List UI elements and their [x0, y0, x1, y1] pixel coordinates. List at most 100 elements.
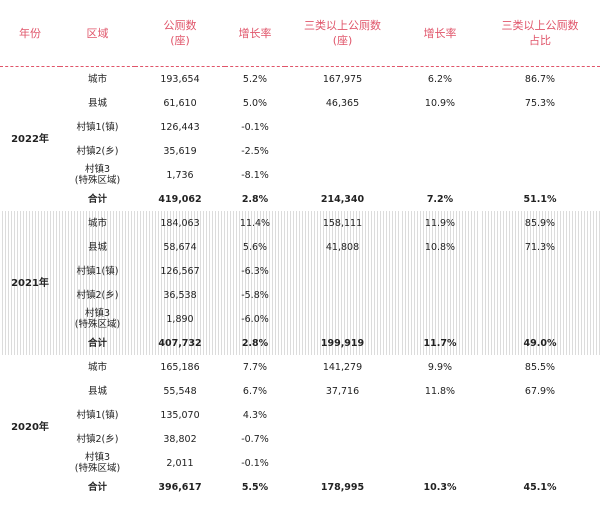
year-group: 2020年 城市 165,186 7.7% 141,279 9.9% 85.5% 县城 55,5…: [0, 355, 600, 499]
value-cell: 11.8%: [424, 385, 456, 397]
empty-cell: [285, 115, 400, 139]
value-cell: 58,674: [135, 235, 225, 259]
region-cell: 村镇3 (特殊区域): [74, 164, 121, 186]
column-header: 增长率: [400, 0, 480, 67]
region-cell: 村镇3 (特殊区域): [60, 307, 135, 331]
empty-cell: [480, 115, 600, 139]
empty-cell: [285, 403, 400, 427]
value-cell: 2,011: [166, 457, 194, 469]
region-cell: 村镇3 (特殊区域): [74, 452, 121, 474]
value-cell: 6.7%: [242, 385, 268, 397]
value-cell: 5.2%: [242, 73, 268, 85]
table-row: 村镇3 (特殊区域) 1,736 -8.1%: [0, 163, 600, 187]
empty-cell: [400, 403, 480, 427]
value-cell: 2.8%: [241, 193, 269, 205]
table-row: 2022年 城市 193,654 5.2% 167,975 6.2% 86.7%: [0, 67, 600, 145]
empty-cell: [285, 283, 400, 307]
value-cell: 11.4%: [225, 211, 285, 235]
year-cell: 2022年: [11, 133, 49, 145]
value-cell: 7.7%: [242, 361, 268, 373]
value-cell: -0.1%: [241, 121, 269, 133]
empty-cell: [400, 451, 480, 475]
value-cell: 11.7%: [400, 331, 480, 355]
value-cell: 6.2%: [427, 73, 453, 85]
column-header: 公厕数 (座): [135, 0, 225, 67]
table-row: 县城 58,674 5.6% 41,808 10.8% 71.3%: [0, 235, 600, 259]
table-row: 村镇2(乡) 36,538 -5.8%: [0, 283, 600, 307]
region-cell: 村镇2(乡): [76, 433, 119, 445]
table-row: 合计 407,732 2.8% 199,919 11.7% 49.0%: [0, 331, 600, 355]
empty-cell: [480, 139, 600, 163]
table-row: 村镇3 (特殊区域) 1,890 -6.0%: [0, 307, 600, 331]
column-header: 三类以上公厕数 (座): [285, 0, 400, 67]
empty-cell: [400, 307, 480, 331]
table-row: 合计 419,062 2.8% 214,340 7.2% 51.1%: [0, 187, 600, 211]
table-row: 县城 55,548 6.7% 37,716 11.8% 67.9%: [0, 379, 600, 403]
value-cell: 61,610: [163, 97, 197, 109]
value-cell: 85.9%: [480, 211, 600, 235]
value-cell: 7.2%: [426, 193, 454, 205]
table-row: 村镇3 (特殊区域) 2,011 -0.1%: [0, 451, 600, 475]
value-cell: 126,443: [160, 121, 200, 133]
empty-cell: [285, 163, 400, 187]
value-cell: 75.3%: [524, 97, 556, 109]
value-cell: 193,654: [160, 73, 200, 85]
region-cell: 城市: [60, 211, 135, 235]
value-cell: 35,619: [163, 145, 197, 157]
value-cell: 5.5%: [241, 481, 269, 493]
column-header: 区域: [60, 0, 135, 67]
value-cell: 4.3%: [242, 409, 268, 421]
empty-cell: [400, 427, 480, 451]
empty-cell: [400, 115, 480, 139]
empty-cell: [285, 259, 400, 283]
value-cell: 135,070: [160, 409, 200, 421]
value-cell: 214,340: [320, 193, 365, 205]
value-cell: 38,802: [163, 433, 197, 445]
value-cell: -8.1%: [241, 169, 269, 181]
value-cell: 51.1%: [523, 193, 557, 205]
region-cell: 县城: [60, 235, 135, 259]
year-cell: 2020年: [11, 421, 49, 433]
value-cell: 199,919: [285, 331, 400, 355]
value-cell: 419,062: [158, 193, 202, 205]
value-cell: 126,567: [135, 259, 225, 283]
value-cell: 2.8%: [225, 331, 285, 355]
empty-cell: [480, 259, 600, 283]
table-row: 2020年 城市 165,186 7.7% 141,279 9.9% 85.5%: [0, 355, 600, 433]
table-row: 合计 396,617 5.5% 178,995 10.3% 45.1%: [0, 475, 600, 499]
table-row: 县城 61,610 5.0% 46,365 10.9% 75.3%: [0, 91, 600, 115]
value-cell: 36,538: [135, 283, 225, 307]
value-cell: 158,111: [285, 211, 400, 235]
region-cell: 合计: [60, 331, 135, 355]
region-cell: 村镇2(乡): [76, 145, 119, 157]
column-header: 增长率: [225, 0, 285, 67]
value-cell: 86.7%: [524, 73, 556, 85]
value-cell: 1,890: [135, 307, 225, 331]
table-row: 村镇1(镇) 126,443 -0.1%: [0, 115, 600, 139]
region-cell: 合计: [87, 193, 107, 205]
table-row: 2021年 城市 184,063 11.4% 158,111 11.9% 85.9%: [0, 211, 600, 355]
empty-cell: [400, 283, 480, 307]
value-cell: -6.0%: [225, 307, 285, 331]
table-header: 年份 区域 公厕数 (座) 增长率 三类以上公厕数 (座) 增长率 三类以上公厕数 占比: [0, 0, 600, 67]
value-cell: 184,063: [135, 211, 225, 235]
value-cell: 49.0%: [480, 331, 600, 355]
header-row: 年份 区域 公厕数 (座) 增长率 三类以上公厕数 (座) 增长率 三类以上公厕数 占比: [0, 0, 600, 67]
year-group: 2021年 城市 184,063 11.4% 158,111 11.9% 85.9% 县城 58…: [0, 211, 600, 355]
value-cell: 1,736: [166, 169, 194, 181]
value-cell: 141,279: [322, 361, 363, 373]
value-cell: 396,617: [158, 481, 202, 493]
empty-cell: [480, 163, 600, 187]
region-cell: 村镇1(镇): [76, 121, 119, 133]
empty-cell: [400, 259, 480, 283]
value-cell: 5.0%: [242, 97, 268, 109]
table-row: 村镇2(乡) 38,802 -0.7%: [0, 427, 600, 451]
year-group: 2022年 城市 193,654 5.2% 167,975 6.2% 86.7% 县城 61,6…: [0, 67, 600, 212]
value-cell: 10.8%: [400, 235, 480, 259]
region-cell: 村镇1(镇): [76, 409, 119, 421]
data-table: 年份 区域 公厕数 (座) 增长率 三类以上公厕数 (座) 增长率 三类以上公厕数 占比 2…: [0, 0, 600, 499]
empty-cell: [480, 451, 600, 475]
column-header: 年份: [0, 0, 60, 67]
column-header: 三类以上公厕数 占比: [480, 0, 600, 67]
value-cell: 71.3%: [480, 235, 600, 259]
